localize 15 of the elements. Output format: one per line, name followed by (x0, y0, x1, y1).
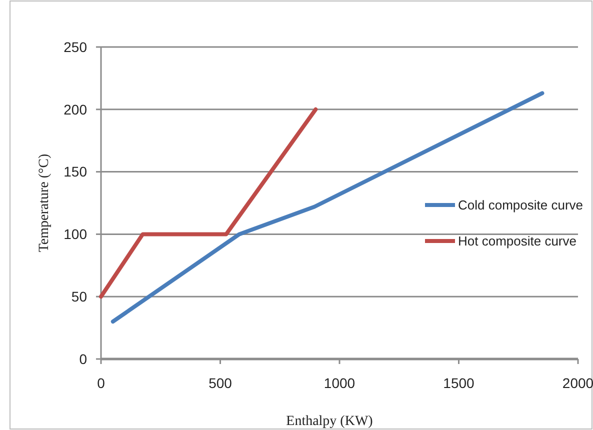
legend-label: Hot composite curve (458, 234, 576, 249)
x-tick-label: 2000 (562, 375, 593, 391)
y-tick-label: 100 (64, 226, 88, 242)
y-axis-title: Temperature (°C) (37, 154, 52, 252)
x-tick-label: 0 (97, 375, 106, 391)
legend-label: Cold composite curve (458, 198, 583, 213)
x-axis-title: Enthalpy (KW) (286, 414, 374, 429)
x-tick-label: 1000 (324, 375, 356, 391)
y-tick-label: 50 (71, 288, 88, 304)
y-tick-label: 200 (64, 101, 88, 118)
x-tick-label: 1500 (443, 375, 475, 391)
y-tick-label: 150 (64, 164, 88, 180)
x-tick-label: 500 (208, 375, 232, 391)
y-tick-label: 0 (79, 350, 88, 367)
y-tick-label: 250 (64, 38, 88, 55)
